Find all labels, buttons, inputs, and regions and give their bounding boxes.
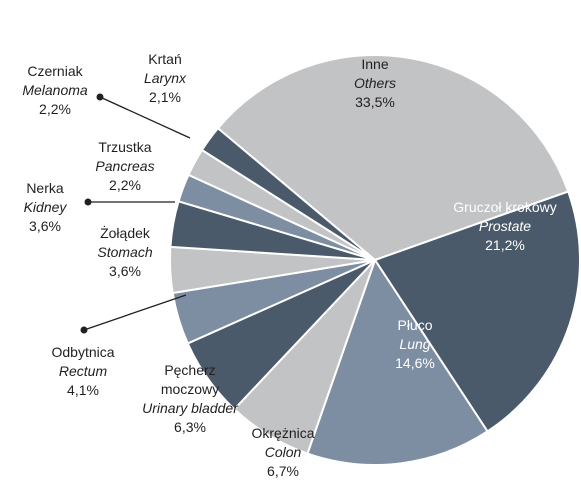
label-text: Rectum <box>58 363 108 379</box>
slice-label: Gruczoł krokowy Prostate 21,2% <box>453 198 556 255</box>
label-text: Kidney <box>23 199 67 215</box>
value-label: 2,2% <box>39 101 71 117</box>
pie-slice <box>373 190 581 433</box>
label-text: Stomach <box>97 244 153 260</box>
slice-label: Żołądek Stomach 3,6% <box>97 224 152 281</box>
slice-label: Czerniak Melanoma 2,2% <box>22 62 87 119</box>
slice-label: Odbytnica Rectum 4,1% <box>51 343 114 400</box>
label-text: Nerka <box>26 180 64 196</box>
label-text: Żołądek <box>100 225 150 241</box>
label-text: Pancreas <box>95 158 155 174</box>
leader-dot <box>96 93 104 101</box>
label-text: Inne <box>361 56 389 72</box>
label-text: Pęcherz moczowy <box>160 362 220 397</box>
slice-label: Inne Others 33,5% <box>354 55 396 112</box>
slice-label: Nerka Kidney 3,6% <box>24 179 67 236</box>
label-text: Gruczoł krokowy <box>453 199 557 215</box>
leader-dot <box>84 198 92 206</box>
slice-label: Trzustka Pancreas 2,2% <box>95 138 154 195</box>
slice-label: Okrężnica Colon 6,7% <box>251 424 314 481</box>
leader-line <box>83 294 187 331</box>
label-text: Odbytnica <box>51 344 115 360</box>
pie-slice <box>216 54 570 262</box>
value-label: 14,6% <box>395 355 435 371</box>
label-text: Prostate <box>478 218 532 234</box>
value-label: 6,3% <box>174 419 206 435</box>
value-label: 6,7% <box>267 463 299 479</box>
label-text: Czerniak <box>27 63 83 79</box>
label-text: Larynx <box>143 70 187 86</box>
value-label: 4,1% <box>67 382 99 398</box>
value-label: 2,1% <box>149 89 181 105</box>
label-text: Trzustka <box>98 139 152 155</box>
slice-label: Krtań Larynx 2,1% <box>144 50 186 107</box>
label-text: Okrężnica <box>251 425 315 441</box>
value-label: 21,2% <box>485 237 525 253</box>
value-label: 3,6% <box>29 218 61 234</box>
pie-slice <box>306 257 489 466</box>
slice-label: Pęcherz moczowy Urinary bladder 6,3% <box>142 361 238 437</box>
label-text: Płuco <box>397 317 433 333</box>
leader-dot <box>80 326 88 334</box>
value-label: 3,6% <box>109 263 141 279</box>
label-text: Lung <box>399 336 431 352</box>
label-text: Krtań <box>148 51 182 67</box>
label-text: Urinary bladder <box>142 400 238 416</box>
label-text: Melanoma <box>22 82 88 98</box>
value-label: 33,5% <box>355 94 395 110</box>
leader-line <box>99 96 191 139</box>
pie-slice <box>200 126 376 261</box>
label-text: Colon <box>264 444 302 460</box>
slice-label: Płuco Lung 14,6% <box>395 316 435 373</box>
value-label: 2,2% <box>109 177 141 193</box>
label-text: Others <box>353 75 397 91</box>
